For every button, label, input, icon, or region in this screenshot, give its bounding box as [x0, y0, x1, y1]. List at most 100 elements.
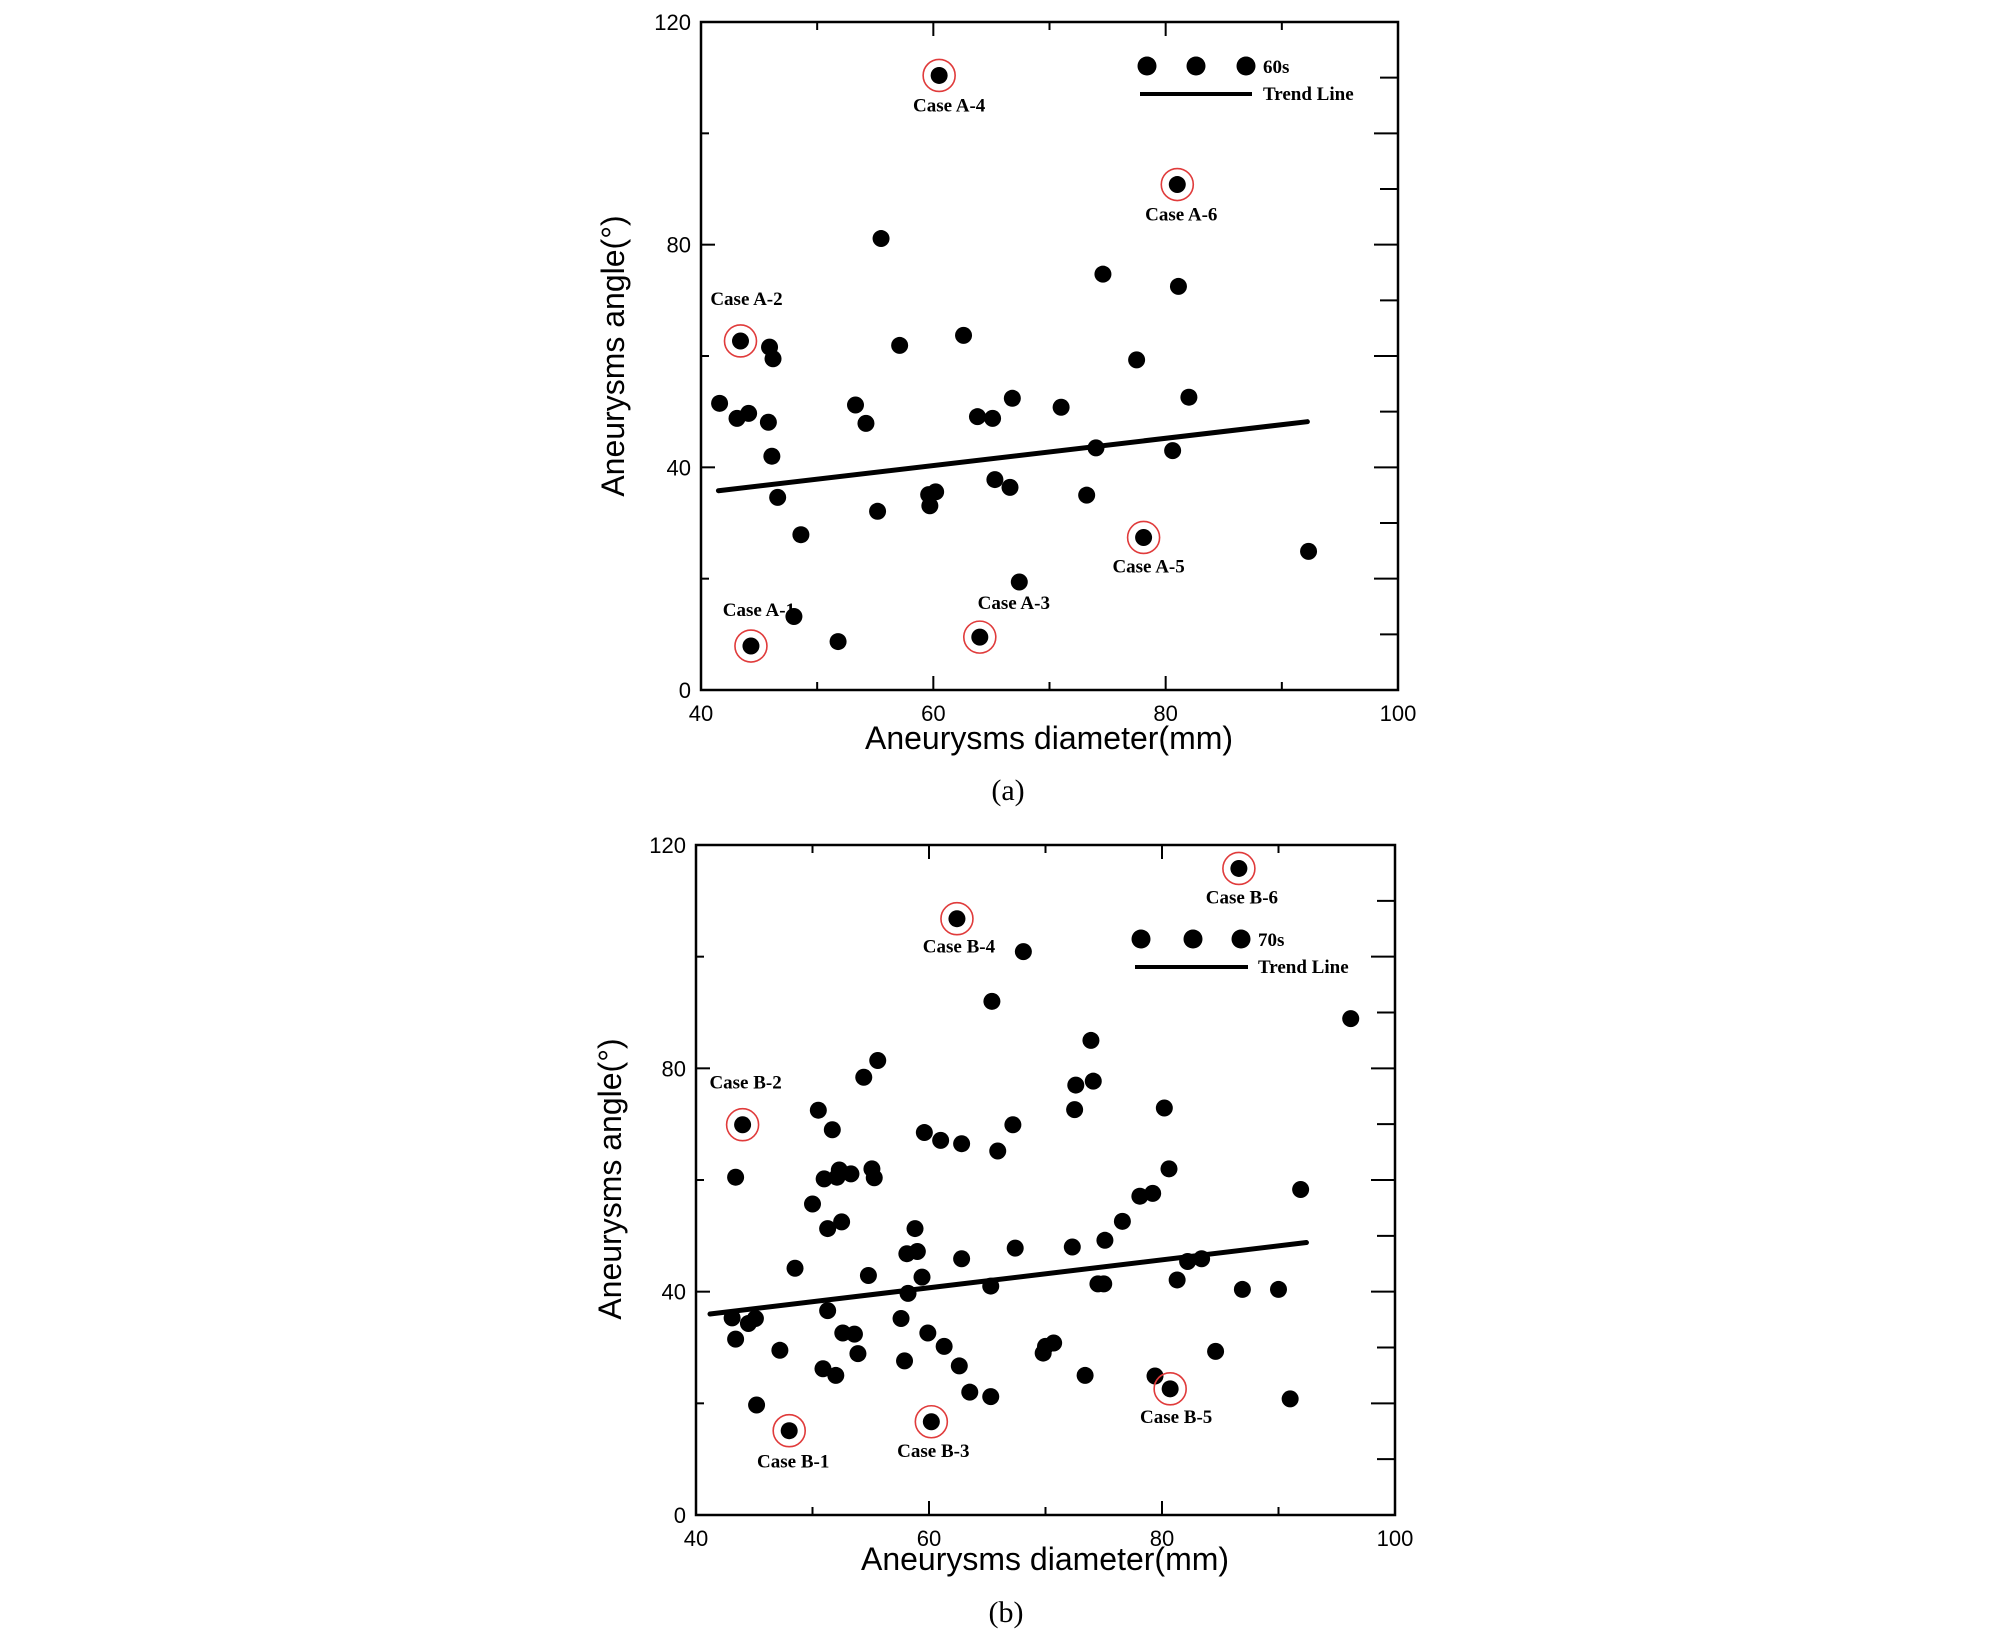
data-point [1096, 1231, 1114, 1249]
case-highlight-ring [940, 901, 974, 936]
data-point [927, 483, 945, 501]
case-label: Case B-2 [709, 1073, 781, 1094]
data-point [1144, 1184, 1162, 1202]
x-tick-label: 60 [921, 701, 945, 726]
data-point [1066, 1101, 1084, 1119]
data-point [855, 1068, 873, 1086]
data-point [896, 1352, 914, 1370]
data-point [786, 1259, 804, 1277]
data-point [1160, 1160, 1178, 1178]
data-point [1180, 388, 1198, 406]
case-highlight-ring [922, 58, 956, 93]
data-point [1230, 859, 1248, 877]
x-tick-label: 80 [1153, 701, 1177, 726]
data-point [1003, 389, 1021, 407]
y-tick-label: 0 [679, 678, 691, 703]
data-point [1179, 1253, 1197, 1271]
data-point [986, 471, 1004, 489]
data-point [1095, 1275, 1113, 1293]
data-point [1052, 398, 1070, 416]
data-point [1082, 1031, 1100, 1049]
data-point [1006, 1239, 1024, 1257]
trend-line [707, 1240, 1309, 1317]
x-tick-label: 80 [1150, 1526, 1174, 1551]
case-label: Case B-3 [897, 1441, 969, 1462]
data-point [1270, 1280, 1287, 1298]
data-point [1292, 1180, 1310, 1198]
data-point [1300, 542, 1318, 560]
data-point [1084, 1072, 1102, 1090]
data-point [932, 1131, 950, 1149]
data-point [748, 1396, 766, 1414]
data-point [1164, 442, 1182, 460]
case-label: Case A-1 [723, 600, 795, 621]
data-point [742, 637, 760, 655]
data-point [833, 1213, 851, 1231]
case-highlight-ring [725, 1107, 760, 1142]
panel-label: (b) [989, 1596, 1024, 1629]
data-point [915, 1124, 933, 1142]
case-highlight-ring [962, 620, 997, 654]
data-point [785, 608, 803, 626]
panel-label: (a) [991, 774, 1024, 807]
data-point [740, 404, 758, 422]
data-point [1078, 486, 1096, 504]
data-point [865, 1169, 883, 1187]
data-point [1087, 439, 1105, 457]
data-point [727, 1168, 745, 1186]
data-point [780, 1422, 798, 1440]
case-label: Case A-2 [710, 289, 782, 310]
data-point [1076, 1366, 1094, 1384]
data-point [819, 1220, 837, 1238]
y-tick-label: 80 [662, 1056, 686, 1081]
data-point [891, 336, 909, 354]
case-highlight-ring [1153, 1372, 1187, 1406]
data-point [1063, 1238, 1081, 1256]
legend-marker [1131, 929, 1151, 949]
data-point [1168, 1271, 1186, 1289]
legend-marker [1183, 929, 1203, 949]
data-point [1135, 528, 1153, 546]
legend-series-label: 60s [1263, 57, 1289, 78]
data-point [922, 1413, 940, 1431]
data-point [892, 1309, 910, 1327]
data-point [829, 633, 847, 651]
data-point [919, 1324, 937, 1342]
data-point [842, 1165, 860, 1183]
data-point [982, 1388, 1000, 1406]
data-point [759, 413, 777, 431]
data-point [1010, 573, 1028, 591]
x-axis-title: Aneurysms diameter(mm) [861, 1541, 1229, 1577]
case-label: Case A-3 [978, 593, 1050, 614]
data-point [913, 1268, 931, 1286]
data-point [1094, 265, 1112, 283]
data-point [1128, 351, 1146, 369]
data-point [950, 1357, 968, 1375]
data-point [827, 1366, 845, 1384]
data-point [983, 992, 1001, 1010]
plot-frame [694, 843, 1397, 1517]
data-point [764, 350, 782, 368]
data-point [955, 326, 973, 344]
data-point [989, 1142, 1007, 1160]
data-point [872, 230, 890, 248]
data-point [711, 394, 729, 412]
y-tick-label: 120 [649, 833, 686, 858]
legend-trend-label: Trend Line [1263, 84, 1354, 105]
data-point [1233, 1280, 1251, 1298]
case-label: Case B-4 [923, 937, 996, 958]
data-point [961, 1383, 979, 1401]
data-point [769, 488, 787, 506]
case-highlight-ring [1222, 851, 1256, 886]
x-axis-title: Aneurysms diameter(mm) [865, 720, 1233, 756]
case-label: Case B-6 [1206, 887, 1278, 908]
data-point [935, 1337, 953, 1355]
data-point [908, 1242, 926, 1260]
data-point [1067, 1076, 1085, 1094]
y-tick-label: 40 [662, 1280, 686, 1305]
data-point [845, 1325, 863, 1343]
y-tick-label: 120 [654, 10, 691, 35]
data-point [953, 1135, 971, 1153]
